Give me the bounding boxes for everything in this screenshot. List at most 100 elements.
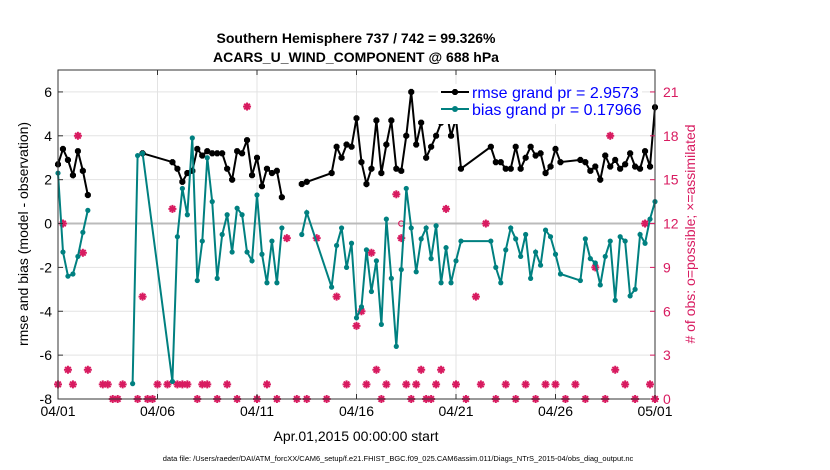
rmse-point <box>612 156 619 163</box>
legend-swatch-marker <box>452 106 458 112</box>
rmse-point <box>487 143 494 150</box>
series-line <box>131 137 283 384</box>
rmse-point <box>298 181 305 188</box>
bias-point <box>503 247 509 253</box>
rmse-point <box>542 170 549 177</box>
rmse-point <box>517 165 524 172</box>
bias-point <box>269 238 275 244</box>
rmse-point <box>303 178 310 185</box>
obs-assimilated-marker <box>73 131 82 140</box>
bias-point <box>378 321 384 328</box>
bias-point <box>557 271 564 277</box>
rmse-point <box>507 165 514 172</box>
obs-assimilated-marker <box>103 380 112 389</box>
series-layer <box>55 88 658 387</box>
obs-assimilated-marker <box>223 380 232 389</box>
rmse-series <box>55 88 658 201</box>
rmse-point <box>64 156 71 163</box>
bias-point <box>139 150 146 156</box>
y2-tick-label: 6 <box>663 303 671 319</box>
bias-point <box>533 249 539 255</box>
obs-assimilated-marker <box>372 365 381 374</box>
bias-point <box>358 304 365 310</box>
bias-point <box>234 205 240 211</box>
obs-assimilated-marker <box>417 365 426 374</box>
rmse-point <box>79 167 86 174</box>
obs-assimilated-marker <box>611 365 620 374</box>
bias-point <box>130 381 136 387</box>
bias-point <box>433 223 439 229</box>
obs-assimilated-marker <box>78 248 87 257</box>
y2-axis-label: # of obs: o=possible; ×=assimilated <box>682 124 698 343</box>
y2-tick-label: 9 <box>663 259 671 275</box>
bias-point <box>224 212 230 218</box>
bias-point <box>264 280 270 286</box>
y-tick-label: 0 <box>44 216 52 232</box>
x-axis-label: Apr.01,2015 00:00:00 start <box>273 428 438 444</box>
y2-tick-label: 12 <box>663 216 679 232</box>
rmse-point <box>622 161 629 168</box>
rmse-point <box>457 165 464 172</box>
obs-assimilated-marker <box>153 380 162 389</box>
chart-subtitle: ACARS_U_WIND_COMPONENT @ 688 hPa <box>213 49 499 65</box>
x-tick-label: 04/21 <box>438 403 473 419</box>
rmse-point <box>209 150 216 157</box>
bias-series <box>55 135 658 387</box>
rmse-point <box>353 115 360 122</box>
bias-point <box>199 238 205 244</box>
x-tick-label: 04/26 <box>538 403 573 419</box>
rmse-point <box>423 154 430 161</box>
rmse-point <box>184 170 191 177</box>
bias-point <box>304 209 310 216</box>
bias-point <box>244 249 250 255</box>
rmse-point <box>647 163 654 170</box>
rmse-point <box>204 148 211 155</box>
obs-assimilated-marker <box>168 204 177 213</box>
bias-point <box>418 236 424 242</box>
rmse-point <box>249 172 256 179</box>
y-tick-label: 6 <box>44 84 52 100</box>
rmse-point <box>224 165 231 172</box>
bias-point <box>135 152 141 159</box>
rmse-point <box>179 178 186 185</box>
bias-point <box>413 269 419 275</box>
rmse-point <box>229 176 236 183</box>
y2-tick-label: 3 <box>663 347 671 363</box>
obs-assimilated-marker <box>541 380 550 389</box>
rmse-point <box>592 163 599 170</box>
rmse-point <box>403 132 410 139</box>
series-line <box>300 188 656 347</box>
obs-assimilated-marker <box>282 234 291 243</box>
rmse-point <box>607 163 614 170</box>
bias-point <box>353 315 360 321</box>
bias-point <box>184 212 190 218</box>
bias-point <box>70 271 76 277</box>
rmse-point <box>383 141 390 148</box>
obs-assimilated-marker <box>442 204 451 213</box>
obs-assimilated-marker <box>68 380 77 389</box>
rmse-point <box>557 159 564 166</box>
y-tick-label: 2 <box>44 172 52 188</box>
rmse-point <box>637 165 644 172</box>
bias-point <box>513 236 519 242</box>
rmse-point <box>378 170 385 177</box>
bias-point <box>453 258 459 264</box>
rmse-point <box>522 154 529 161</box>
obs-assimilated-marker <box>501 380 510 389</box>
rmse-point <box>632 163 639 170</box>
rmse-point <box>388 117 395 124</box>
legend-entry-label: bias grand pr = 0.17966 <box>472 102 642 119</box>
bias-point <box>488 238 494 244</box>
rmse-point <box>239 150 246 157</box>
bias-point <box>622 238 628 244</box>
obs-assimilated-marker <box>63 365 72 374</box>
rmse-point <box>448 132 455 139</box>
obs-assimilated-marker <box>646 380 655 389</box>
bias-point <box>204 155 210 161</box>
obs-assimilated-marker <box>83 365 92 374</box>
bias-point <box>597 282 603 288</box>
bias-point <box>229 249 235 255</box>
bias-point <box>537 262 544 268</box>
rmse-point <box>348 143 355 150</box>
bias-point <box>343 264 350 270</box>
